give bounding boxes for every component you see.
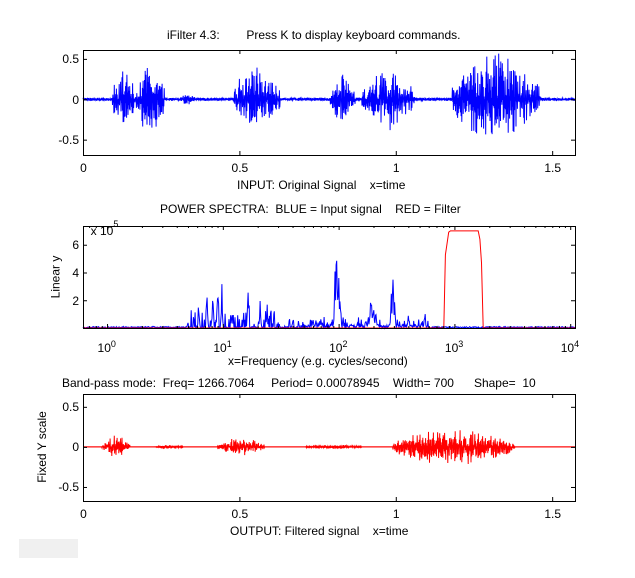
tick-exponent: 3 [458,339,464,349]
y-exponent: 5 [113,219,119,229]
tick-base: 10 [213,341,227,355]
x-tick-label: 102 [329,337,347,355]
y-tick-label: 0.5 [62,52,79,67]
status-line: Band-pass mode: Freq= 1266.7064 Period= … [62,376,536,390]
gray-panel [19,539,78,558]
y-tick-label: -0.5 [58,480,79,495]
x-tick-label: 0.5 [231,161,249,175]
x-tick-label: 1 [392,507,400,521]
x-tick-label: 0 [80,507,87,521]
spectrum-y-multiplier: x 105 [84,206,119,238]
axes-box [83,226,576,329]
tick-base: 10 [560,341,575,355]
spectrum-title: POWER SPECTRA: BLUE = Input signal RED =… [160,202,461,216]
axes-background [83,226,575,328]
tick-exponent: 1 [226,339,232,349]
x-tick-label: 103 [445,337,463,355]
spectrum-xlabel: x=Frequency (e.g. cycles/second) [228,354,408,368]
x-tick-label: 101 [213,337,231,355]
tick-exponent: 2 [342,339,348,349]
plot-2 [83,394,576,502]
x-tick-label: 100 [98,337,116,355]
data-layer [83,430,575,465]
output-ylabel: Fixed Y scale [34,411,49,483]
y-tick-label: -0.5 [58,133,79,148]
x-tick-label: 0.5 [231,507,249,521]
tick-base: 10 [97,341,111,355]
x-tick-label: 104 [561,337,579,355]
spectrum-ylabel: Linear y [48,255,63,299]
x-tick-label: 1 [392,161,400,175]
tick-base: 10 [329,341,343,355]
axes-box [83,394,576,502]
data-layer [82,53,576,135]
y-tick-label: 0.5 [62,400,79,415]
y-tick-label: 0 [72,92,79,107]
y-tick-label: 2 [72,293,79,308]
plot-0 [82,50,576,156]
x-tick-label: 1.5 [544,161,561,175]
y-tick-label: 0 [72,440,79,455]
tick-base: 10 [444,341,459,355]
y-tick-label: 6 [72,238,79,253]
output-xlabel: OUTPUT: Filtered signal x=time [230,524,409,538]
x-tick-label: 1.5 [544,507,561,521]
series-input-signal [82,53,576,135]
tick-exponent: 4 [574,339,580,349]
x-tick-label: 0 [80,161,87,175]
input-xlabel: INPUT: Original Signal x=time [237,178,406,192]
plot-1 [82,226,576,330]
tick-exponent: 0 [110,339,116,349]
axes-box [83,50,576,156]
y-tick-label: 4 [72,265,79,280]
window-title: iFilter 4.3: Press K to display keyboard… [167,28,461,42]
y-multiplier-text: x 10 [90,224,114,238]
